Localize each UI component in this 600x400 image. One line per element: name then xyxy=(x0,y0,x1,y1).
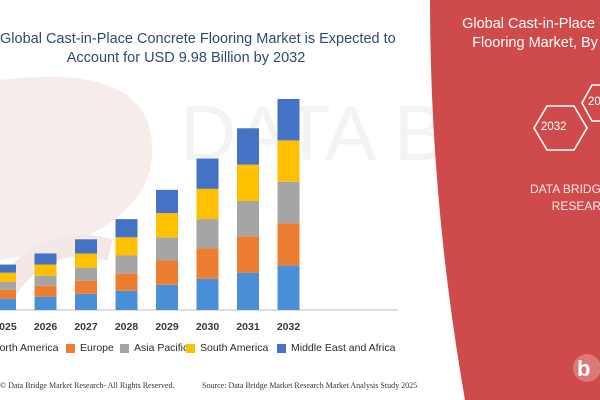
bar-segment-asia-pacific-2027 xyxy=(75,267,97,281)
hex-label-2032: 2032 xyxy=(541,121,567,133)
side-panel-title: Global Cast-in-Place Concrete Flooring M… xyxy=(460,15,600,53)
bar-segment-asia-pacific-2026 xyxy=(34,275,57,286)
bar-segment-north-america-2031 xyxy=(237,272,259,310)
bar-segment-south-america-2029 xyxy=(156,213,178,238)
bar-segment-north-america-2025 xyxy=(0,298,16,310)
bar-segment-europe-2028 xyxy=(115,273,138,291)
copyright-text: © Data Bridge Market Research- All Right… xyxy=(0,381,175,390)
chart-title-line-1: Global Cast-in-Place Concrete Flooring M… xyxy=(0,31,396,47)
legend-label-middle-east-and-africa: Middle East and Africa xyxy=(291,342,396,354)
bar-segment-europe-2031 xyxy=(237,236,259,273)
chart-title-line-2: Account for USD 9.98 Billion by 2032 xyxy=(66,50,306,66)
bar-segment-north-america-2028 xyxy=(115,290,138,310)
x-tick-label-2026: 2026 xyxy=(34,321,58,333)
bar-segment-middle-east-and-africa-2025 xyxy=(0,264,16,273)
x-tick-label-2029: 2029 xyxy=(155,321,179,333)
x-tick-label-2030: 2030 xyxy=(196,321,220,333)
bar-segment-middle-east-and-africa-2028 xyxy=(115,219,138,238)
bar-segment-middle-east-and-africa-2030 xyxy=(196,158,219,189)
bar-segment-europe-2029 xyxy=(156,260,178,285)
bar-segment-europe-2026 xyxy=(34,285,57,297)
legend-swatch-middle-east-and-africa xyxy=(277,343,286,353)
bar-segment-south-america-2027 xyxy=(75,253,97,268)
x-tick-label-2032: 2032 xyxy=(277,321,301,333)
x-tick-label-2028: 2028 xyxy=(115,321,139,333)
bar-segment-asia-pacific-2025 xyxy=(0,281,16,290)
bar-segment-asia-pacific-2030 xyxy=(196,219,219,249)
bar-segment-north-america-2032 xyxy=(277,265,300,310)
legend-item-europe: Europe xyxy=(66,342,114,354)
side-panel: b Global Cast-in-Place Concrete Flooring… xyxy=(430,0,600,400)
bar-segment-europe-2027 xyxy=(75,280,97,294)
legend-swatch-europe xyxy=(66,343,75,353)
bar-segment-asia-pacific-2032 xyxy=(277,181,300,224)
legend-label-asia-pacific: Asia Pacific xyxy=(134,342,189,354)
bar-segment-south-america-2030 xyxy=(196,188,219,220)
side-panel-title-line-2: Flooring Market, By Region xyxy=(472,35,600,51)
x-tick-label-2027: 2027 xyxy=(74,321,98,333)
bar-segment-south-america-2032 xyxy=(277,140,300,182)
bar-segment-south-america-2028 xyxy=(115,237,138,256)
side-panel-background: b xyxy=(430,0,600,400)
x-tick-label-2025: 2025 xyxy=(0,321,17,333)
bar-segment-middle-east-and-africa-2026 xyxy=(34,253,57,265)
bar-segment-middle-east-and-africa-2027 xyxy=(75,239,97,254)
logo-icon xyxy=(573,354,600,382)
source-text: Source: Data Bridge Market Research Mark… xyxy=(202,381,418,390)
bar-segment-south-america-2031 xyxy=(237,164,259,201)
hexagon-2025 xyxy=(581,84,600,122)
chart-title: Global Cast-in-Place Concrete Flooring M… xyxy=(0,30,396,68)
legend-swatch-south-america xyxy=(186,343,195,353)
bar-segment-middle-east-and-africa-2031 xyxy=(237,128,259,165)
legend-item-south-america: South America xyxy=(186,342,268,354)
bar-segment-asia-pacific-2029 xyxy=(156,237,178,261)
side-panel-title-line-1: Global Cast-in-Place Concrete xyxy=(462,16,600,32)
svg-text:b: b xyxy=(577,356,590,381)
hexagon-2032 xyxy=(533,105,588,151)
bar-segment-middle-east-and-africa-2029 xyxy=(156,189,178,214)
bar-segment-middle-east-and-africa-2032 xyxy=(277,99,300,141)
legend-item-asia-pacific: Asia Pacific xyxy=(120,342,188,354)
legend-item-north-america: North America xyxy=(0,342,59,354)
side-panel-brand: DATA BRIDGE MARKET RESEARCH xyxy=(530,181,600,215)
x-tick-label-2031: 2031 xyxy=(236,321,260,333)
legend-swatch-asia-pacific xyxy=(120,343,129,353)
bar-segment-south-america-2026 xyxy=(34,264,57,276)
legend-item-middle-east-and-africa: Middle East and Africa xyxy=(277,342,395,354)
side-panel-brand-line-1: DATA BRIDGE MARKET xyxy=(530,182,600,196)
side-panel-brand-line-2: RESEARCH xyxy=(551,199,600,213)
chart-legend: North America Europe Asia Pacific South … xyxy=(0,342,420,358)
bar-segment-north-america-2030 xyxy=(196,278,219,310)
bar-segment-europe-2025 xyxy=(0,289,16,299)
bar-segment-north-america-2027 xyxy=(75,293,97,310)
bar-segment-europe-2030 xyxy=(196,248,219,279)
legend-label-south-america: South America xyxy=(200,342,269,354)
bar-segment-asia-pacific-2028 xyxy=(115,255,138,274)
bar-segment-north-america-2026 xyxy=(34,296,57,310)
bar-segment-south-america-2025 xyxy=(0,272,16,282)
legend-label-europe: Europe xyxy=(80,342,114,354)
hex-label-2025: 2025 xyxy=(588,96,600,108)
bar-segment-asia-pacific-2031 xyxy=(237,200,259,237)
bar-segment-europe-2032 xyxy=(277,223,300,266)
legend-label-north-america: North America xyxy=(0,342,59,354)
bar-segment-north-america-2029 xyxy=(156,284,178,310)
